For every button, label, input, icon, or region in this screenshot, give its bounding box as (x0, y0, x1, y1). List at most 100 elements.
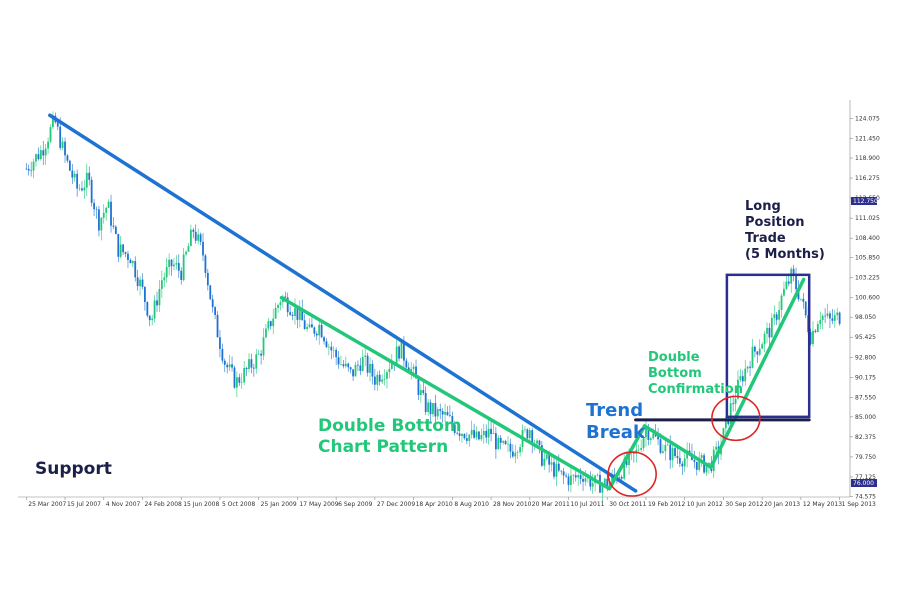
candle-body (475, 431, 478, 438)
candle-body (642, 437, 645, 449)
candle-body (553, 462, 555, 477)
candle-body (649, 438, 652, 440)
candle-body (175, 263, 178, 265)
candle-body (579, 475, 582, 479)
candle-body (499, 437, 502, 443)
trend-break-label-line1: Trend (586, 400, 643, 421)
candle-body (100, 217, 103, 231)
candle-body (71, 170, 74, 178)
candle-body (284, 296, 287, 298)
candle-body (536, 440, 538, 444)
x-tick-label: 18 Apr 2010 (416, 501, 453, 508)
candle-body (780, 295, 783, 310)
candle-body (410, 368, 413, 373)
blue-trendline (48, 113, 638, 493)
candle-body (192, 229, 195, 232)
candle-body (456, 432, 459, 434)
candle-body (177, 263, 180, 271)
candle-body (361, 356, 364, 371)
candle-body (308, 324, 311, 328)
candle-body (185, 251, 187, 255)
candle-body (625, 458, 628, 466)
candle-body (417, 378, 420, 395)
x-tick-label: 25 Mar 2007 (28, 501, 66, 508)
trendlines-layer (48, 113, 811, 493)
y-tick-labels: 124.075121.450118.900116.275113.650111.0… (850, 116, 880, 500)
candle-body (526, 429, 529, 439)
y-tick-label: 111.025 (855, 215, 880, 222)
candle-body (342, 364, 345, 367)
candle-body (93, 202, 95, 210)
candle-body (102, 212, 105, 218)
candle-body (286, 297, 289, 313)
candle-body (88, 172, 91, 180)
x-tick-label: 17 May 2009 (299, 501, 338, 508)
candle-body (204, 255, 207, 273)
x-tick-label: 12 May 2013 (803, 501, 842, 508)
candle-body (279, 302, 282, 306)
candle-body (233, 367, 236, 388)
candle-body (698, 457, 701, 470)
candle-body (277, 305, 279, 308)
candle-body (804, 301, 807, 316)
candle-body (603, 478, 606, 485)
candle-body (637, 449, 640, 451)
candle-body (645, 428, 647, 438)
candle-body (153, 300, 156, 319)
candle-body (144, 286, 146, 302)
candle-body (269, 321, 272, 327)
candle-body (311, 324, 313, 328)
double-bottom-confirmation-label: Double Bottom Confirmation (648, 350, 743, 397)
candle-body (371, 364, 374, 377)
candle-body (151, 318, 154, 321)
x-tick-label: 30 Sep 2012 (725, 501, 763, 508)
candle-body (390, 362, 393, 369)
double-bottom-pattern-label-line2: Chart Pattern (318, 437, 448, 457)
candle-body (783, 288, 785, 296)
current-price-tag-label: 76.000 (853, 480, 874, 487)
candle-body (838, 312, 841, 324)
candle-body (301, 308, 304, 321)
candle-body (344, 363, 347, 367)
candle-body (507, 443, 509, 445)
candle-body (127, 253, 129, 260)
candle-body (85, 172, 88, 188)
candle-body (497, 437, 500, 450)
support-label: Support (35, 459, 112, 479)
candle-body (42, 150, 45, 156)
candle-body (485, 430, 488, 438)
candle-body (173, 264, 175, 267)
candle-body (700, 455, 703, 458)
candle-body (664, 445, 667, 452)
candle-body (502, 441, 505, 443)
candle-body (81, 188, 83, 191)
candle-body (373, 376, 376, 385)
long-position-label-line4: (5 Months) (745, 247, 825, 262)
last-price-tag-label: 112.750 (853, 198, 878, 205)
candle-body (751, 346, 754, 368)
x-tick-label: 8 Aug 2010 (454, 501, 489, 508)
candle-body (744, 368, 747, 382)
candle-body (219, 337, 221, 349)
candle-body (61, 141, 64, 148)
candle-body (424, 392, 427, 413)
candle-body (662, 451, 664, 453)
candle-body (666, 444, 669, 446)
candle-body (659, 439, 662, 453)
candle-body (640, 448, 643, 450)
candle-body (252, 367, 255, 369)
candle-body (567, 476, 570, 486)
candle-body (160, 280, 163, 289)
candle-body (202, 241, 204, 256)
pattern-upper (279, 295, 612, 491)
candle-body (816, 324, 819, 332)
candle-body (357, 364, 359, 366)
candle-body (257, 353, 260, 355)
candle-body (444, 411, 446, 415)
pattern-down-leg (642, 424, 713, 469)
candle-body (766, 327, 768, 334)
candle-body (139, 279, 141, 287)
y-tick-label: 90.175 (855, 374, 876, 381)
candle-body (540, 445, 543, 466)
candle-body (238, 377, 241, 383)
